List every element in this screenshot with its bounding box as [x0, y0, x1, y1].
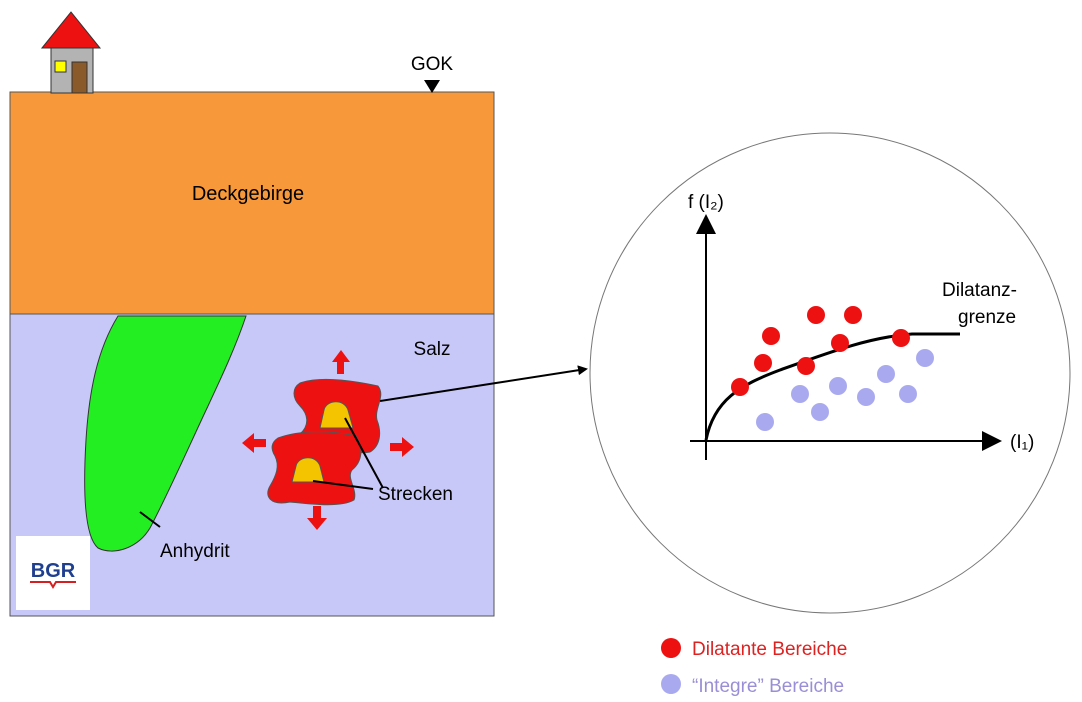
- x-axis-arrowhead-icon: [982, 431, 1002, 451]
- dilatant-point: [831, 334, 849, 352]
- arrow-left-icon: [242, 433, 266, 453]
- gok-marker-icon: [424, 80, 440, 93]
- dilatant-point: [754, 354, 772, 372]
- tunnel-lower: [291, 457, 325, 483]
- integre-point: [791, 385, 809, 403]
- arrow-right-icon: [390, 437, 414, 457]
- deckgebirge-layer: [9, 91, 495, 315]
- tunnel-upper: [319, 401, 354, 429]
- dilatant-point: [807, 306, 825, 324]
- dilatancy-label-line1: Dilatanz-: [942, 280, 1017, 301]
- legend: Dilatante Bereiche “Integre” Bereiche: [661, 638, 847, 697]
- strecken-leader-upper: [344, 417, 384, 489]
- arrow-down-icon: [307, 506, 327, 530]
- dilatant-point: [762, 327, 780, 345]
- integre-point: [811, 403, 829, 421]
- dilatant-point: [892, 329, 910, 347]
- gok-label: GOK: [411, 54, 454, 75]
- integre-point: [756, 413, 774, 431]
- integre-point: [916, 349, 934, 367]
- integre-point: [899, 385, 917, 403]
- y-axis-arrowhead-icon: [696, 214, 716, 234]
- graph-y-axis-label: f (I₂): [688, 192, 724, 213]
- arrow-up-icon: [332, 350, 350, 374]
- deckgebirge-label: Deckgebirge: [192, 183, 304, 205]
- dilatant-point: [731, 378, 749, 396]
- legend-dilatant-label: Dilatante Bereiche: [692, 639, 847, 660]
- dilatant-point: [844, 306, 862, 324]
- integre-point: [857, 388, 875, 406]
- dilatancy-boundary-curve: [704, 332, 960, 441]
- legend-dilatant-marker-icon: [661, 638, 681, 658]
- magnified-view-circle: [589, 132, 1071, 614]
- integre-point: [877, 365, 895, 383]
- bgr-logo: BGR: [16, 536, 90, 610]
- strecken-label: Strecken: [378, 484, 453, 505]
- svg-text:BGR: BGR: [31, 560, 76, 582]
- dilatant-point: [797, 357, 815, 375]
- zoom-connector-arrow: [379, 365, 588, 402]
- anhydrit-leader-line: [139, 511, 161, 528]
- legend-integre-marker-icon: [661, 674, 681, 694]
- strecken-leader-lower: [312, 480, 374, 490]
- legend-integre-label: “Integre” Bereiche: [692, 676, 844, 697]
- graph: f (I₂) (I₁) Dilatanz- grenze: [688, 192, 1034, 460]
- house-icon: [40, 11, 102, 94]
- graph-x-axis-label: (I₁): [1010, 432, 1034, 453]
- anhydrit-body: [84, 315, 247, 552]
- anhydrit-label: Anhydrit: [160, 541, 230, 562]
- dilatancy-label-line2: grenze: [958, 307, 1016, 328]
- integre-point: [829, 377, 847, 395]
- salz-label: Salz: [414, 339, 451, 360]
